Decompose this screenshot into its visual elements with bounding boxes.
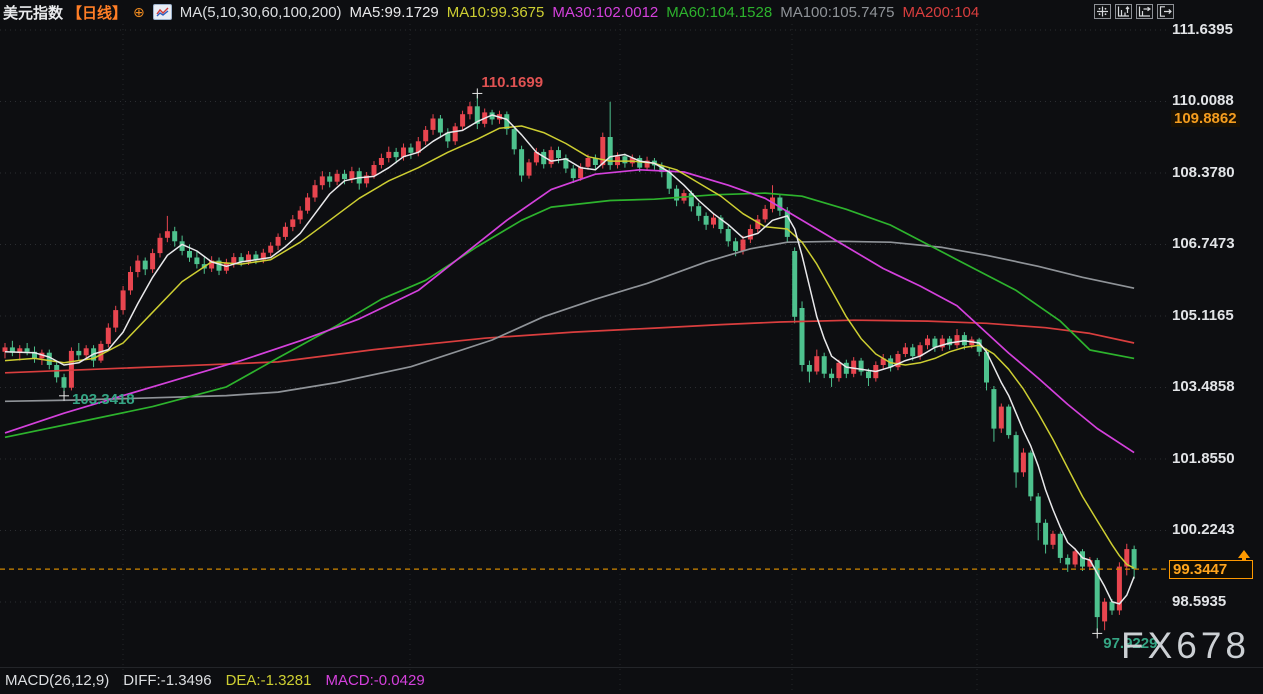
y-axis-label: 100.2243 <box>1172 521 1235 539</box>
add-indicator-icon[interactable]: ⊕ <box>133 3 145 20</box>
open-price-marker: 109.8862 <box>1171 109 1240 127</box>
y-axis-label: 111.6395 <box>1172 21 1233 38</box>
ma30-value: MA30:102.0012 <box>552 3 659 21</box>
y-axis-label: 103.4858 <box>1172 378 1235 396</box>
ma5-value: MA5:99.1729 <box>349 3 439 21</box>
right-low-price-annotation: 97.9229 <box>1103 635 1158 653</box>
scale-up-axis-icon[interactable] <box>1115 4 1132 19</box>
y-axis-label: 105.1165 <box>1172 307 1234 324</box>
pan-tool-icon[interactable] <box>1094 4 1111 19</box>
ma-line-ma60 <box>4 192 1135 439</box>
ma-line-ma5 <box>4 114 1135 605</box>
pane-divider <box>0 667 1263 668</box>
extreme-cross-marker <box>59 390 70 401</box>
macd-dea-value: DEA:-1.3281 <box>225 672 312 689</box>
price-up-arrow-icon <box>1238 550 1250 559</box>
extreme-cross-marker <box>472 88 483 99</box>
ma-line-ma10 <box>4 125 1135 569</box>
y-axis-label: 98.5935 <box>1172 593 1227 610</box>
ma-line-ma30 <box>4 168 1135 454</box>
macd-indicator-bar[interactable]: MACD(26,12,9) DIFF:-1.3496 DEA:-1.3281 M… <box>5 672 425 689</box>
chart-type-icon[interactable] <box>152 4 172 20</box>
ma-lines <box>4 114 1135 605</box>
ma200-value: MA200:104 <box>902 3 980 21</box>
macd-macd-value: MACD:-0.0429 <box>325 672 425 689</box>
timeframe-label[interactable]: 【日线】 <box>67 4 128 22</box>
ma60-value: MA60:104.1528 <box>666 3 773 21</box>
y-axis-label: 110.0088 <box>1172 92 1234 110</box>
instrument-title: 美元指数 <box>3 4 64 22</box>
y-axis-label: 106.7473 <box>1172 235 1235 253</box>
grid <box>0 24 1166 694</box>
price-up-arrow-stem <box>1242 557 1246 562</box>
extreme-cross-marker <box>1092 628 1103 639</box>
scale-right-axis-icon[interactable] <box>1136 4 1153 19</box>
candles <box>2 94 1137 632</box>
fx678-watermark: FX678 <box>1121 625 1251 666</box>
y-axis-label: 108.3780 <box>1172 164 1235 181</box>
ma10-value: MA10:99.3675 <box>446 3 545 21</box>
y-axis-label: 101.8550 <box>1172 450 1235 467</box>
macd-params-label: MACD(26,12,9) <box>5 672 110 689</box>
chart-header: 美元指数 【日线】 ⊕ MA(5,10,30,60,100,200) MA5:9… <box>3 2 979 22</box>
exit-fullscreen-icon[interactable] <box>1157 4 1174 19</box>
ma-settings-label[interactable]: MA(5,10,30,60,100,200) <box>179 3 342 21</box>
macd-diff-value: DIFF:-1.3496 <box>123 672 212 689</box>
ma100-value: MA100:105.7475 <box>780 3 895 21</box>
ma-line-ma100 <box>4 240 1135 403</box>
chart-toolbar <box>1094 4 1174 19</box>
left-low-price-annotation: 103.3418 <box>72 390 135 408</box>
high-price-annotation: 110.1699 <box>481 74 544 92</box>
last-price-marker: 99.3447 <box>1169 560 1253 580</box>
